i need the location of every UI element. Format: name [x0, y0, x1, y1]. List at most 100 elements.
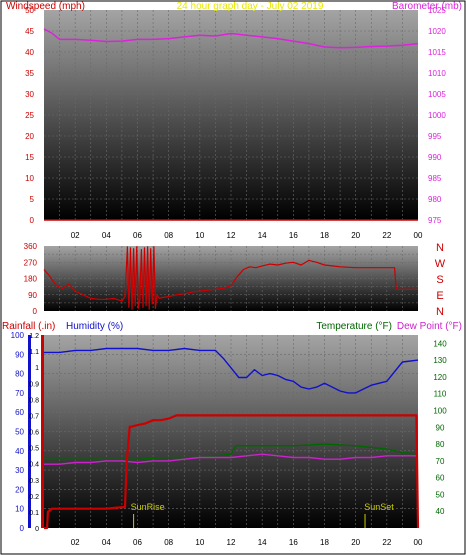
chart1-left-tick-label: 20 [25, 132, 34, 141]
x-tick-label: 04 [102, 538, 111, 547]
chart3-humidity-tick-label: 30 [15, 466, 24, 475]
chart3-temperature-tick-label: 110 [434, 390, 447, 399]
chart1-left-tick-label: 10 [25, 174, 34, 183]
chart3-humidity-tick-label: 20 [15, 485, 24, 494]
chart2-compass-label: W [435, 258, 446, 270]
chart3-temperature-tick-label: 80 [436, 440, 445, 449]
chart3-temperature-axis-label: Temperature (°F) [316, 321, 392, 332]
chart3-temperature-tick-label: 120 [433, 373, 447, 382]
chart2-direction-tick-label: 90 [28, 291, 37, 300]
chart1-left-tick-label: 35 [25, 69, 34, 78]
chart3-rain-tick-label: 0.7 [29, 413, 39, 420]
chart3-rain-tick-label: 1.1 [29, 349, 39, 356]
wind-direction-series-line [43, 246, 418, 310]
x-tick-label: 14 [258, 231, 267, 240]
chart3-rain-tick-label: 0.4 [29, 462, 39, 469]
temperature-series-line [44, 443, 419, 460]
chart3-humidity-tick-label: 60 [15, 408, 24, 417]
chart3-temperature-tick-label: 60 [436, 474, 445, 483]
chart3-temperature-tick-label: 140 [433, 339, 447, 348]
x-tick-label: 12 [227, 538, 236, 547]
chart2-compass-label: N [436, 242, 444, 254]
chart1-left-tick-label: 50 [25, 6, 34, 15]
rainfall-series-line [44, 414, 420, 530]
chart2-compass-label: N [436, 306, 444, 318]
x-tick-label: 00 [414, 538, 423, 547]
chart3-rain-tick-label: 0.5 [29, 446, 39, 453]
chart1-title: 24 hour graph day - July 02 2019 [177, 1, 324, 12]
chart3-temperature-tick-label: 70 [436, 457, 445, 466]
chart3-humidity-tick-label: 50 [15, 428, 24, 437]
chart3-temperature-tick-label: 90 [436, 423, 445, 432]
chart3-dewpoint-axis-label: Dew Point (°F) [397, 321, 462, 332]
humidity-series-line [44, 347, 419, 394]
chart3-humidity-tick-label: 10 [15, 505, 24, 514]
chart3-rain-tick-label: 0.6 [29, 430, 39, 437]
x-tick-label: 04 [102, 231, 111, 240]
chart1-right-axis-label: Barometer (mb) [392, 1, 462, 12]
x-tick-label: 14 [258, 538, 267, 547]
chart1-right-tick-label: 990 [428, 153, 442, 162]
chart1-left-tick-label: 30 [25, 90, 34, 99]
x-tick-label: 06 [133, 538, 142, 547]
chart1-left-tick-label: 40 [25, 48, 34, 57]
chart1-left-tick-label: 0 [30, 216, 35, 225]
chart1-right-tick-label: 1000 [428, 111, 446, 120]
rain-axis-bar [41, 335, 44, 528]
chart3-humidity-tick-label: 70 [15, 389, 24, 398]
chart1-right-tick-label: 1025 [428, 6, 446, 15]
chart1-right-tick-label: 1015 [428, 48, 446, 57]
x-tick-label: 22 [382, 231, 391, 240]
chart2-compass-label: E [436, 290, 443, 302]
chart3-temperature-tick-label: 100 [433, 407, 447, 416]
barometer-series-line [43, 28, 419, 49]
chart1-right-tick-label: 1010 [428, 69, 446, 78]
x-tick-label: 10 [195, 538, 204, 547]
chart1-right-tick-label: 980 [428, 195, 442, 204]
x-tick-label: 18 [320, 538, 329, 547]
chart1-left-tick-label: 25 [25, 111, 34, 120]
chart3-humidity-tick-label: 80 [15, 370, 24, 379]
x-tick-label: 12 [227, 231, 236, 240]
x-tick-label: 18 [320, 231, 329, 240]
dewpoint-series-line [44, 453, 418, 465]
chart2-compass-label: S [436, 274, 443, 286]
x-tick-label: 06 [133, 231, 142, 240]
chart3-humidity-tick-label: 0 [20, 524, 25, 533]
chart2-direction-tick-label: 0 [33, 307, 38, 316]
chart3-temperature-tick-label: 40 [436, 507, 445, 516]
humidity-axis-bar [28, 335, 31, 528]
chart3-humidity-tick-label: 100 [11, 331, 25, 340]
chart1-right-tick-label: 1020 [428, 27, 446, 36]
chart3-humidity-tick-label: 90 [15, 350, 24, 359]
chart1-left-axis-label: Windspeed (mph) [6, 1, 85, 12]
chart3-rain-tick-label: 0.3 [29, 478, 39, 485]
chart3-humidity-tick-label: 40 [15, 447, 24, 456]
chart2-direction-tick-label: 270 [24, 258, 38, 267]
chart3-temperature-tick-label: 50 [436, 490, 445, 499]
chart1-left-tick-label: 5 [30, 195, 35, 204]
chart3-temperature-tick-label: 130 [433, 356, 447, 365]
x-tick-label: 20 [351, 538, 360, 547]
chart3-rain-tick-label: 0.8 [29, 397, 39, 404]
chart3-rain-tick-label: 0 [35, 526, 39, 533]
chart1-right-tick-label: 985 [428, 174, 442, 183]
chart1-left-tick-label: 45 [25, 27, 34, 36]
chart1-right-tick-label: 995 [428, 132, 442, 141]
chart2-direction-tick-label: 360 [24, 242, 38, 251]
sunset-label: SunSet [364, 502, 394, 512]
chart3-rain-tick-label: 1 [35, 365, 39, 372]
chart3-humidity-axis-label: Humidity (%) [66, 321, 123, 332]
chart1-right-tick-label: 1005 [428, 90, 446, 99]
chart3-rain-tick-label: 1.2 [29, 333, 39, 340]
chart3-rain-axis-label: Rainfall (.in) [2, 321, 55, 332]
chart3-rain-tick-label: 0.1 [29, 510, 39, 517]
chart1-right-tick-label: 975 [428, 216, 442, 225]
chart1-left-tick-label: 15 [25, 153, 34, 162]
x-tick-label: 22 [382, 538, 391, 547]
x-tick-label: 00 [414, 231, 423, 240]
x-tick-label: 02 [71, 231, 80, 240]
